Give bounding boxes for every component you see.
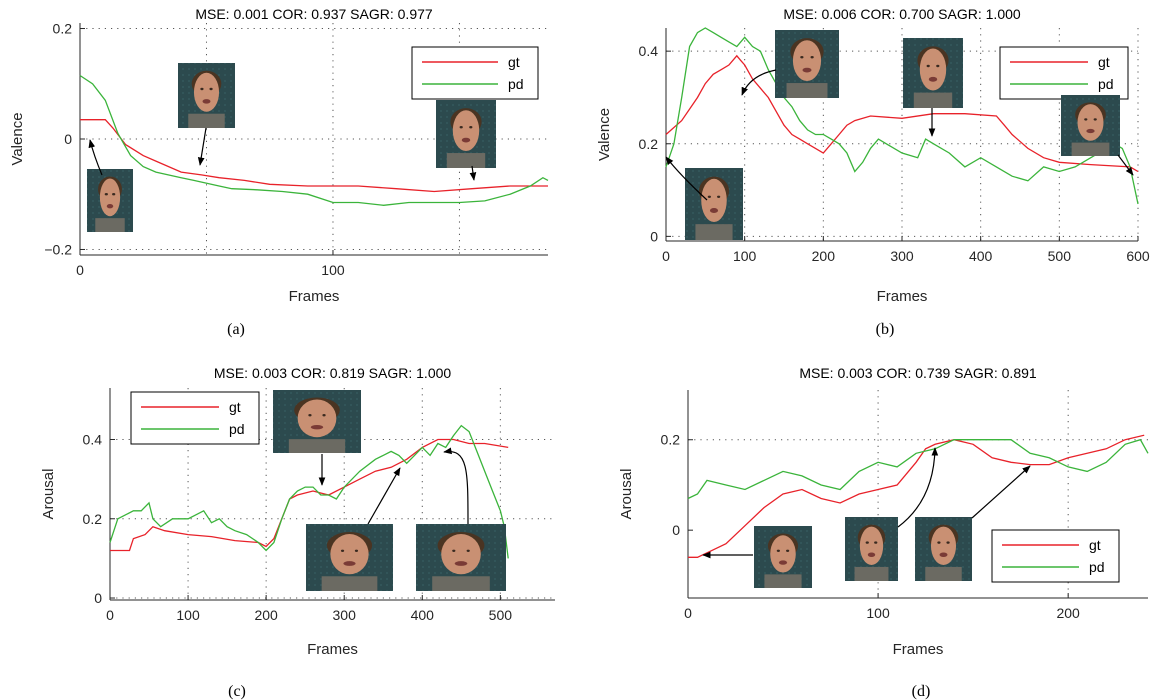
xtick-label-b-4: 400 bbox=[969, 248, 993, 264]
series-line-b-pd bbox=[665, 27, 1139, 205]
chart-panel-c: MSE: 0.003 COR: 0.819 SAGR: 1.000 0 100 200… bbox=[40, 365, 555, 658]
xtick-label-c-0: 0 bbox=[106, 607, 114, 623]
xtick-label-d-0: 0 bbox=[684, 605, 692, 621]
ylabel-b: Valence bbox=[596, 108, 613, 161]
face-thumbnail-2 bbox=[436, 100, 496, 168]
legend-label-a-pd: pd bbox=[508, 76, 524, 92]
series-line-b-gt bbox=[665, 54, 1139, 173]
series-line-c-pd bbox=[109, 424, 509, 559]
legend-box-a bbox=[411, 46, 539, 100]
xtick-label-c-2: 200 bbox=[254, 607, 278, 623]
ylabel-d: Arousal bbox=[618, 469, 635, 520]
xtick-label-b-1: 100 bbox=[733, 248, 757, 264]
face-thumbnail-6 bbox=[1061, 95, 1120, 156]
xtick-label-a-0: 0 bbox=[76, 262, 84, 278]
face-thumbnail-1 bbox=[178, 63, 235, 128]
arrow-b4 bbox=[1117, 154, 1134, 176]
legend-label-a-gt: gt bbox=[508, 54, 520, 70]
arrow-a3 bbox=[469, 165, 477, 181]
xtick-label-d-1: 100 bbox=[866, 605, 890, 621]
chart-panel-a: MSE: 0.001 COR: 0.937 SAGR: 0.977 0 100 −0.… bbox=[9, 6, 549, 305]
xtick-label-a-1: 100 bbox=[321, 262, 345, 278]
series-line-c-gt bbox=[110, 438, 509, 552]
face-thumbnails bbox=[87, 30, 1120, 591]
xtick-label-b-3: 300 bbox=[890, 248, 914, 264]
ylabel-c: Arousal bbox=[40, 469, 57, 520]
legend-label-d-gt: gt bbox=[1089, 537, 1101, 553]
xtick-label-d-2: 200 bbox=[1056, 605, 1080, 621]
arrow-c2 bbox=[367, 467, 401, 525]
caption-d: (d) bbox=[912, 683, 931, 700]
chart-title-c: MSE: 0.003 COR: 0.819 SAGR: 1.000 bbox=[214, 365, 452, 381]
arrow-b1 bbox=[665, 156, 708, 201]
face-thumbnail-10 bbox=[754, 526, 812, 588]
annotation-arrows bbox=[88, 69, 1134, 559]
ylabel-a: Valence bbox=[9, 112, 26, 165]
chart-title-b: MSE: 0.006 COR: 0.700 SAGR: 1.000 bbox=[783, 6, 1021, 22]
xlabel-b: Frames bbox=[877, 288, 928, 305]
legend-box-b bbox=[999, 46, 1129, 100]
legend-label-d-pd: pd bbox=[1089, 559, 1105, 575]
xtick-label-b-6: 600 bbox=[1126, 248, 1150, 264]
face-thumbnail-0 bbox=[87, 169, 133, 232]
xtick-label-c-3: 300 bbox=[333, 607, 357, 623]
face-thumbnail-4 bbox=[775, 30, 839, 98]
face-thumbnail-11 bbox=[845, 517, 898, 581]
legend-label-c-gt: gt bbox=[229, 399, 241, 415]
ytick-label-d-1: 0.2 bbox=[661, 432, 681, 448]
face-thumbnail-7 bbox=[273, 390, 361, 453]
arrow-b2 bbox=[741, 69, 777, 96]
face-thumbnail-12 bbox=[915, 517, 972, 581]
caption-a: (a) bbox=[227, 321, 245, 338]
face-thumbnail-8 bbox=[306, 524, 393, 591]
ytick-label-b-1: 0.2 bbox=[639, 136, 659, 152]
arrow-a2 bbox=[197, 127, 207, 166]
xlabel-d: Frames bbox=[893, 641, 944, 658]
face-thumbnail-3 bbox=[685, 168, 743, 240]
xtick-label-c-1: 100 bbox=[176, 607, 200, 623]
ytick-label-a-1: 0 bbox=[64, 131, 72, 147]
caption-c: (c) bbox=[228, 683, 246, 700]
chart-panel-b: MSE: 0.006 COR: 0.700 SAGR: 1.000 0 100 200… bbox=[596, 6, 1150, 305]
legend-label-b-gt: gt bbox=[1098, 54, 1110, 70]
xlabel-a: Frames bbox=[289, 288, 340, 305]
xtick-label-b-0: 0 bbox=[662, 248, 670, 264]
ytick-label-b-2: 0.4 bbox=[639, 43, 659, 59]
ytick-label-c-0: 0 bbox=[94, 590, 102, 606]
xtick-label-c-4: 400 bbox=[411, 607, 435, 623]
xtick-label-b-2: 200 bbox=[812, 248, 836, 264]
ytick-label-b-0: 0 bbox=[650, 228, 658, 244]
legend-box-d bbox=[991, 529, 1120, 583]
chart-title-a: MSE: 0.001 COR: 0.937 SAGR: 0.977 bbox=[195, 6, 433, 22]
ytick-label-c-2: 0.4 bbox=[83, 432, 103, 448]
ytick-label-c-1: 0.2 bbox=[83, 511, 103, 527]
series-line-a-pd bbox=[79, 74, 549, 206]
xlabel-c: Frames bbox=[307, 641, 358, 658]
face-thumbnail-5 bbox=[903, 38, 963, 108]
series-line-d-pd bbox=[687, 438, 1149, 500]
chart-title-d: MSE: 0.003 COR: 0.739 SAGR: 0.891 bbox=[799, 365, 1037, 381]
arrow-a1 bbox=[88, 139, 103, 176]
ytick-label-d-0: 0 bbox=[672, 522, 680, 538]
arrow-d3 bbox=[971, 465, 1031, 519]
arrow-d2 bbox=[897, 447, 939, 528]
legend-label-b-pd: pd bbox=[1098, 76, 1114, 92]
legend-label-c-pd: pd bbox=[229, 421, 245, 437]
xtick-label-b-5: 500 bbox=[1048, 248, 1072, 264]
ytick-label-a-0: −0.2 bbox=[44, 241, 72, 257]
legend-box-c bbox=[130, 391, 260, 445]
face-thumbnail-9 bbox=[416, 524, 506, 591]
arrow-c3 bbox=[443, 447, 469, 525]
series-line-a-gt bbox=[80, 119, 548, 193]
ytick-label-a-2: 0.2 bbox=[53, 21, 73, 37]
xtick-label-c-5: 500 bbox=[489, 607, 513, 623]
caption-b: (b) bbox=[876, 321, 895, 338]
chart-panel-d: MSE: 0.003 COR: 0.739 SAGR: 0.891 0 100 200… bbox=[618, 365, 1149, 658]
series-line-d-gt bbox=[688, 434, 1145, 558]
